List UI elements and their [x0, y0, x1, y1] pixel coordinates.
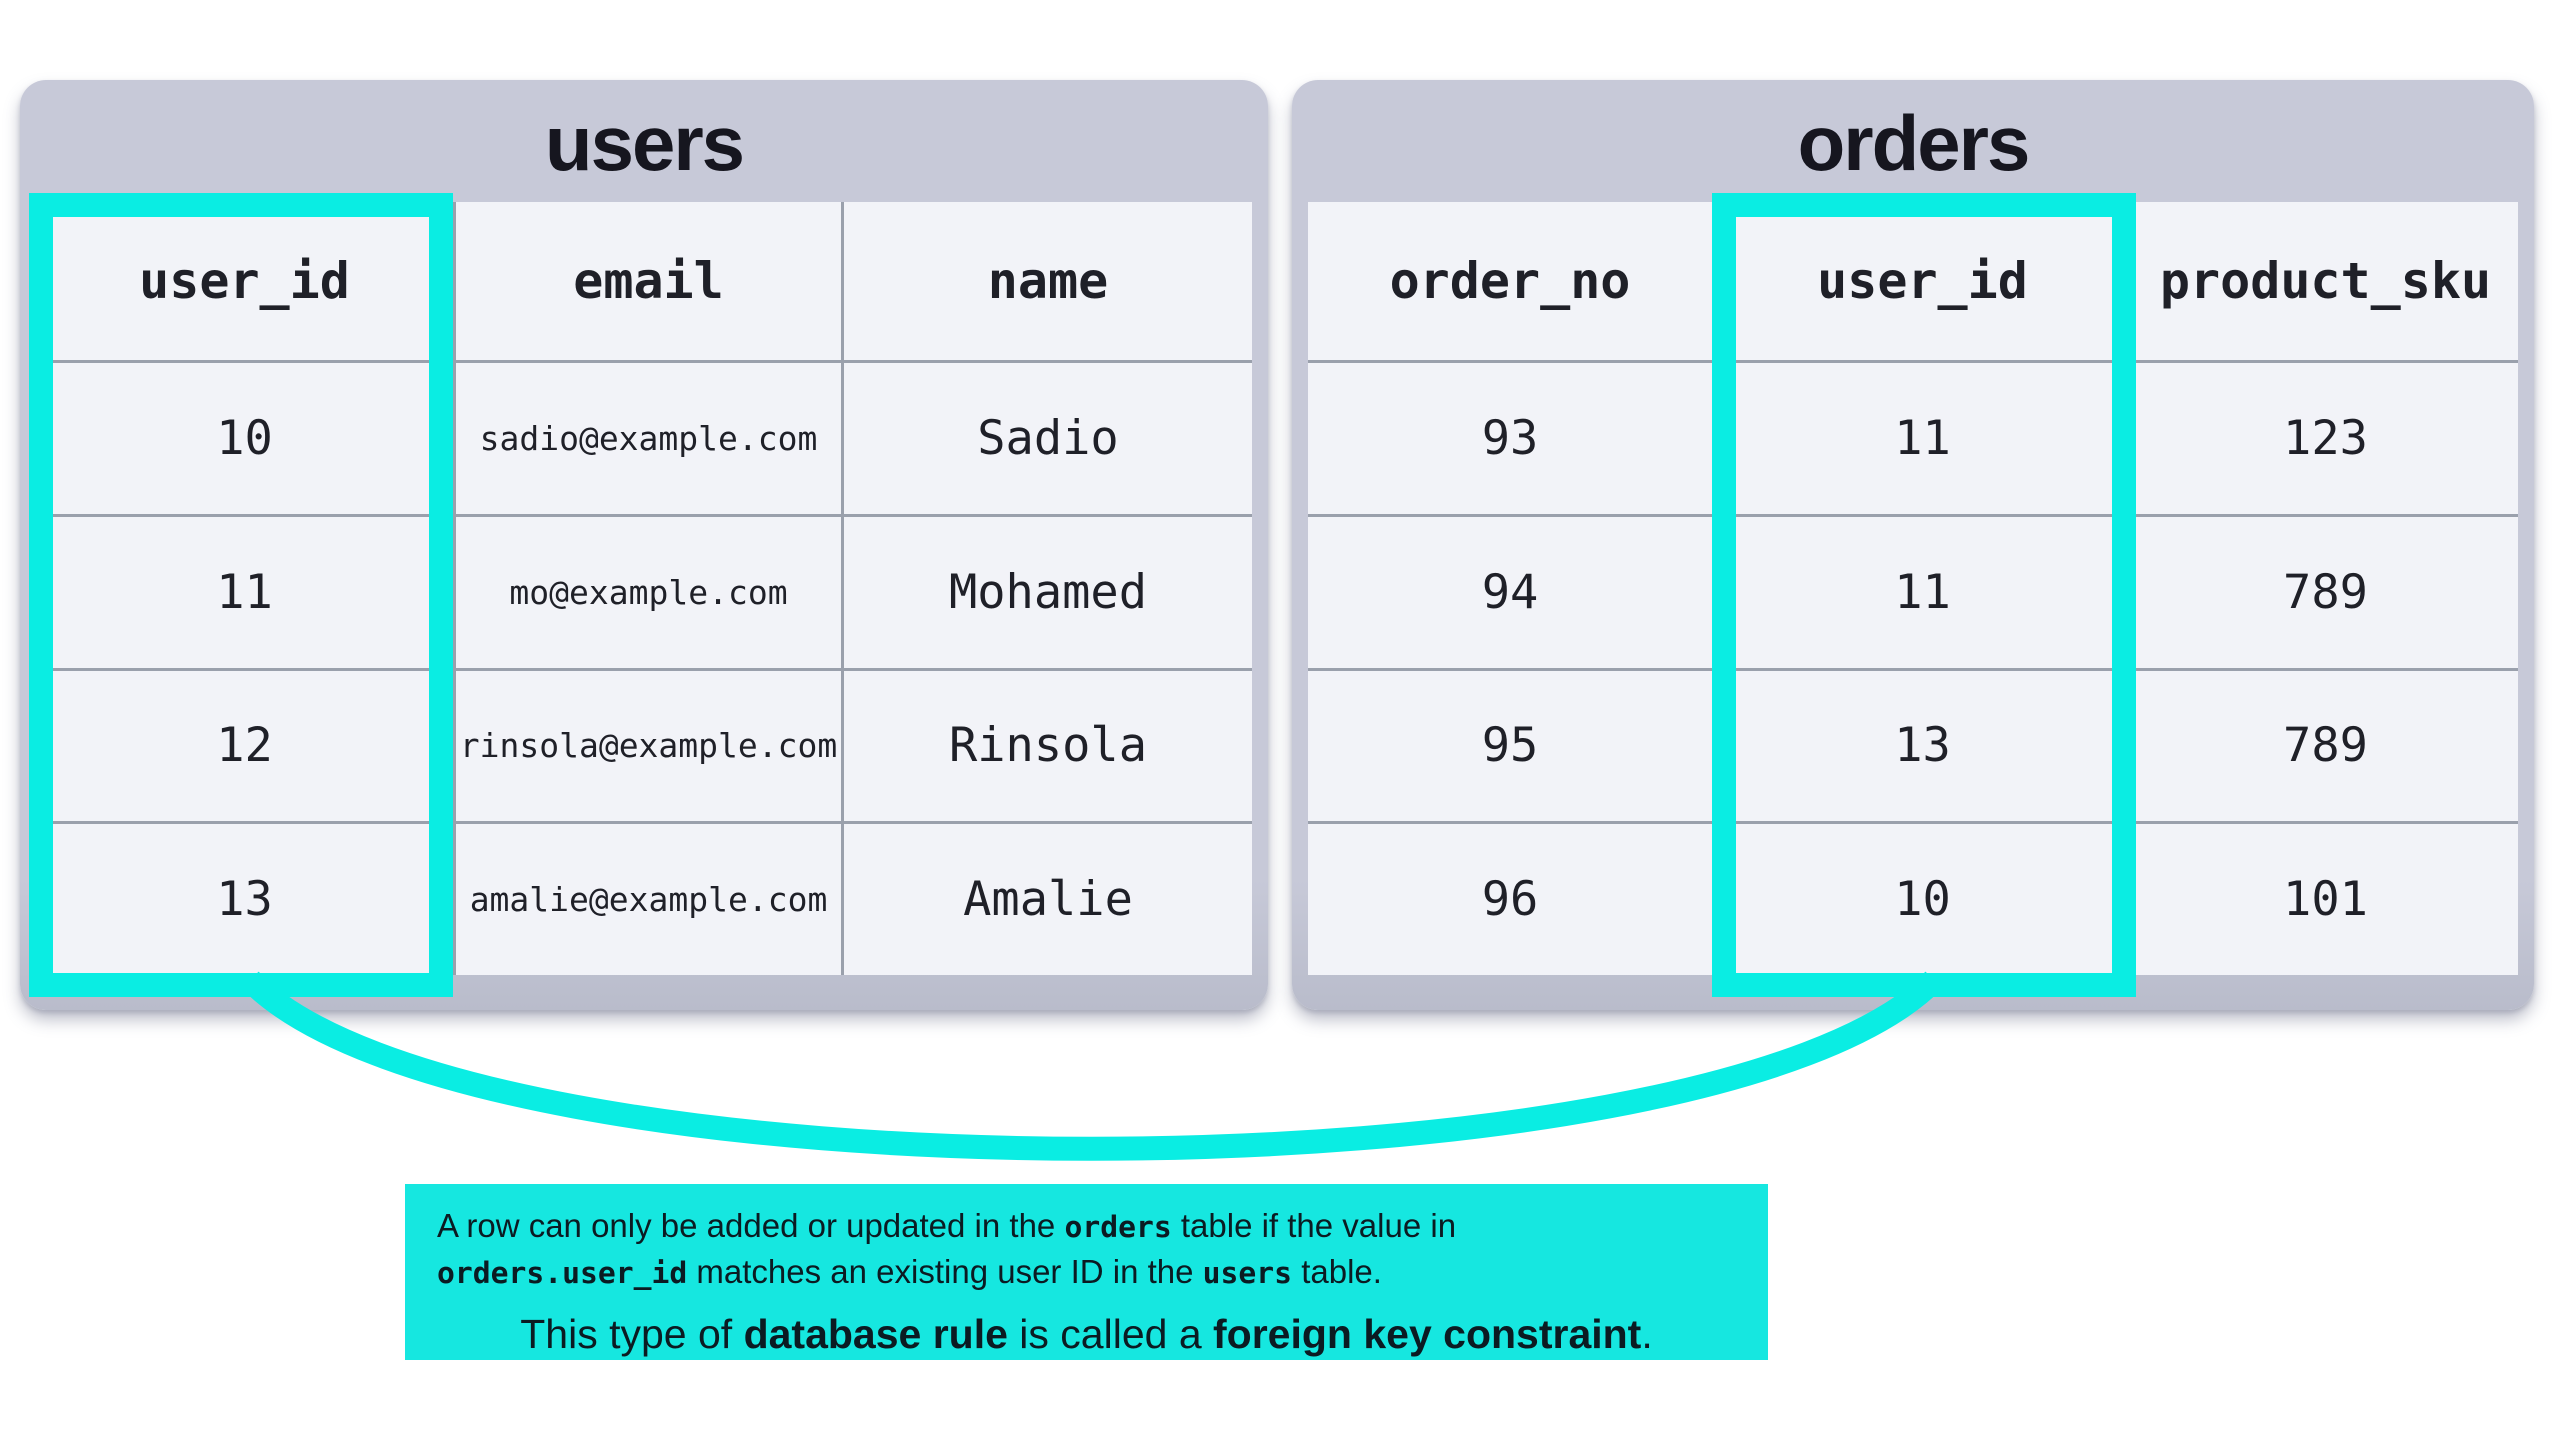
users-cell-user-id: 13	[36, 824, 453, 975]
callout-bold-segment: database rule	[743, 1311, 1008, 1357]
callout-bold-segment: foreign key constraint	[1213, 1311, 1642, 1357]
callout-text-segment: is called a	[1007, 1311, 1214, 1357]
orders-cell-order-no: 96	[1308, 824, 1712, 975]
orders-cell-order-no: 95	[1308, 670, 1712, 822]
users-header-email: email	[456, 202, 841, 360]
orders-table-grid: order_no user_id product_sku 93 11 123 9…	[1308, 202, 2518, 975]
callout-text-segment: table.	[1292, 1253, 1382, 1290]
callout-text-segment: table if the value in	[1171, 1207, 1457, 1244]
users-cell-name: Mohamed	[844, 516, 1252, 668]
users-cell-email: amalie@example.com	[456, 824, 841, 975]
foreign-key-callout: A row can only be added or updated in th…	[405, 1184, 1768, 1360]
orders-cell-product-sku: 123	[2133, 363, 2518, 514]
callout-rule-line-2: orders.user_id matches an existing user …	[437, 1250, 1736, 1296]
orders-cell-user-id: 11	[1715, 516, 2130, 668]
orders-table-title: orders	[1797, 99, 2031, 187]
users-cell-name: Sadio	[844, 363, 1252, 514]
users-cell-user-id: 11	[36, 516, 453, 668]
users-header-user-id: user_id	[36, 202, 453, 360]
callout-text-segment: matches an existing user ID in the	[687, 1253, 1203, 1290]
orders-header-user-id: user_id	[1715, 202, 2130, 360]
orders-cell-order-no: 94	[1308, 516, 1712, 668]
callout-rule-line-1: A row can only be added or updated in th…	[437, 1204, 1736, 1250]
orders-user-id-column-highlight	[1712, 193, 2136, 997]
users-cell-user-id: 12	[36, 670, 453, 822]
callout-code-segment: users	[1202, 1256, 1293, 1291]
orders-cell-product-sku: 101	[2133, 824, 2518, 975]
users-user-id-column-highlight	[29, 193, 453, 997]
callout-code-segment: orders	[1064, 1210, 1172, 1245]
orders-cell-user-id: 11	[1715, 363, 2130, 514]
orders-header-product-sku: product_sku	[2133, 202, 2518, 360]
orders-table-card: orders order_no user_id product_sku 93 1…	[1292, 80, 2534, 1010]
users-table-title: users	[544, 99, 745, 187]
orders-cell-product-sku: 789	[2133, 670, 2518, 822]
users-cell-name: Rinsola	[844, 670, 1252, 822]
callout-definition-line: This type of database rule is called a f…	[437, 1308, 1736, 1360]
users-cell-email: rinsola@example.com	[456, 670, 841, 822]
users-cell-email: mo@example.com	[456, 516, 841, 668]
orders-cell-user-id: 10	[1715, 824, 2130, 975]
orders-cell-order-no: 93	[1308, 363, 1712, 514]
users-header-name: name	[844, 202, 1252, 360]
callout-text-segment: This type of	[520, 1311, 744, 1357]
callout-text-segment: A row can only be added or updated in th…	[437, 1207, 1065, 1244]
users-cell-user-id: 10	[36, 363, 453, 514]
users-cell-name: Amalie	[844, 824, 1252, 975]
callout-text-segment: .	[1641, 1311, 1653, 1357]
orders-cell-user-id: 13	[1715, 670, 2130, 822]
users-cell-email: sadio@example.com	[456, 363, 841, 514]
callout-code-segment: orders.user_id	[437, 1256, 688, 1291]
orders-cell-product-sku: 789	[2133, 516, 2518, 668]
users-table-card: users user_id email name 10 sadio@exampl…	[20, 80, 1268, 1010]
users-table-grid: user_id email name 10 sadio@example.com …	[36, 202, 1252, 975]
orders-header-order-no: order_no	[1308, 202, 1712, 360]
